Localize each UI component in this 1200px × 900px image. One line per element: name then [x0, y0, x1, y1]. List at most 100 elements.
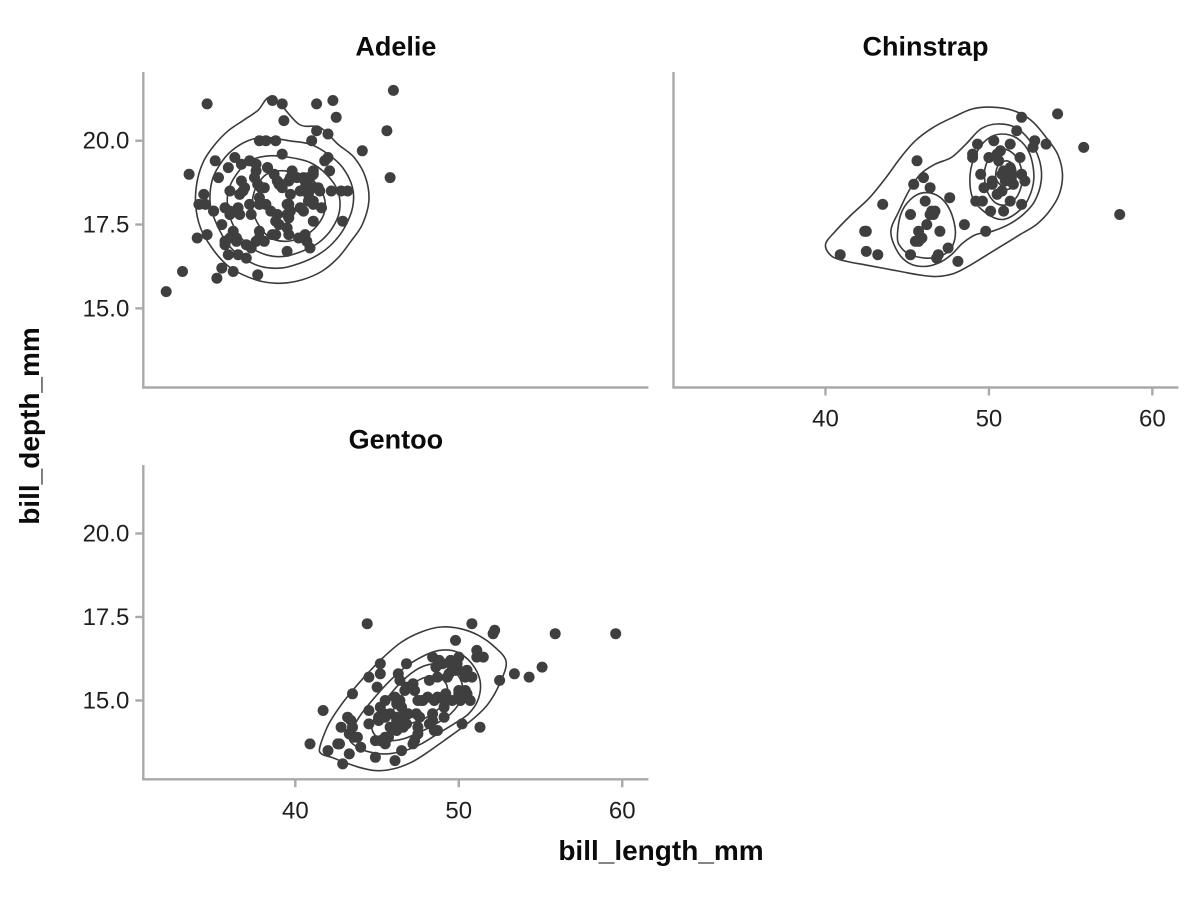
data-point [337, 215, 349, 227]
data-point [284, 172, 296, 184]
data-point [199, 198, 211, 210]
data-point [924, 209, 936, 220]
y-tick-label: 20.0 [83, 128, 130, 155]
data-point [369, 735, 381, 747]
data-point [1040, 138, 1052, 150]
data-point [459, 671, 471, 683]
data-point [389, 755, 401, 767]
data-point [327, 95, 339, 106]
y-axis-label: bill_depth_mm [14, 327, 45, 525]
data-point [262, 162, 273, 174]
data-point [281, 245, 293, 257]
data-point [384, 172, 396, 184]
data-point [379, 711, 391, 723]
data-point [229, 152, 241, 163]
data-point [337, 758, 349, 770]
y-tick-label: 20.0 [83, 520, 130, 547]
data-point [201, 98, 213, 110]
data-point [363, 671, 375, 683]
data-point [245, 242, 257, 254]
data-point [872, 249, 884, 261]
data-point [278, 115, 290, 127]
data-point [324, 165, 336, 177]
data-point [347, 688, 358, 700]
data-point [335, 721, 347, 733]
data-point [177, 266, 188, 277]
data-point [451, 658, 463, 670]
data-point [224, 232, 236, 244]
data-point [322, 128, 334, 140]
data-point [438, 695, 450, 706]
data-point [252, 269, 264, 281]
facet-panel-adelie: 20.0 17.5 15.0 [83, 72, 649, 389]
data-point [433, 654, 445, 666]
data-point [410, 708, 422, 720]
data-point [401, 658, 412, 670]
data-point [860, 225, 872, 237]
data-point [913, 225, 925, 237]
data-point [276, 182, 288, 194]
data-point [1011, 125, 1023, 137]
data-point [958, 219, 970, 231]
data-point [913, 235, 925, 247]
y-tick-label: 17.5 [83, 212, 130, 239]
data-point [924, 182, 936, 194]
x-tick-label: 50 [976, 406, 1003, 433]
data-point [998, 205, 1010, 217]
data-point [240, 252, 252, 264]
data-point [387, 84, 399, 96]
data-point [334, 738, 345, 750]
data-point [213, 172, 224, 184]
data-point [1014, 152, 1026, 163]
data-point [908, 178, 920, 190]
density-contour [209, 136, 355, 270]
data-point [302, 195, 314, 207]
data-point [450, 634, 461, 646]
data-point [985, 205, 997, 217]
data-point [227, 266, 239, 277]
data-point [834, 249, 846, 261]
data-point [422, 691, 434, 703]
data-point [222, 162, 234, 174]
data-point [944, 192, 956, 204]
data-point [1007, 178, 1019, 190]
data-point [996, 168, 1008, 180]
data-point [494, 674, 506, 686]
data-point [307, 182, 319, 194]
data-point [394, 674, 406, 686]
data-point [343, 728, 355, 740]
data-point [996, 185, 1008, 197]
data-point [270, 135, 282, 147]
data-point [216, 219, 228, 231]
data-point [361, 618, 373, 630]
facet-panel-gentoo: 20.0 17.5 15.0 40 50 60 [83, 465, 649, 824]
data-point [284, 205, 296, 217]
data-point [224, 185, 236, 197]
x-tick-label: 60 [609, 797, 636, 824]
y-tick-label: 15.0 [83, 687, 130, 714]
data-point [877, 198, 889, 210]
data-point [319, 155, 331, 167]
data-point [905, 209, 916, 220]
data-point [489, 624, 501, 636]
data-point [160, 286, 172, 298]
data-point [266, 95, 278, 106]
data-point [222, 249, 234, 261]
data-point [301, 235, 313, 247]
data-point [356, 145, 368, 157]
data-point [322, 745, 334, 757]
x-axis-label: bill_length_mm [558, 835, 764, 866]
data-point [276, 98, 288, 110]
data-point [244, 155, 256, 167]
data-point [1019, 175, 1031, 187]
data-point [396, 745, 408, 757]
data-point [454, 695, 466, 706]
data-point [1004, 138, 1016, 150]
data-point [610, 628, 622, 640]
data-point [276, 148, 288, 160]
data-point [391, 725, 403, 736]
data-point [237, 185, 249, 197]
data-point [317, 705, 329, 716]
data-point [325, 185, 337, 197]
data-point [401, 718, 412, 730]
